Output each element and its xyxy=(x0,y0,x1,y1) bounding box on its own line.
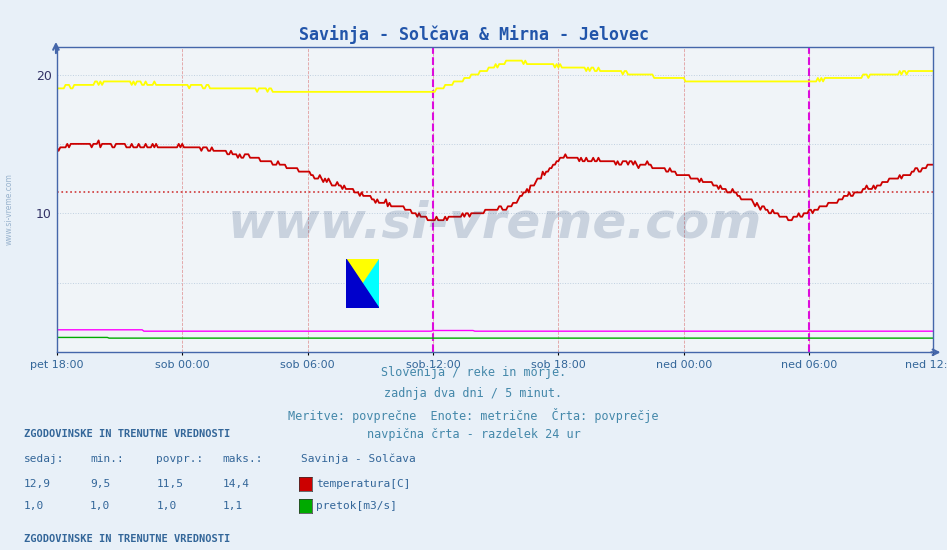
Text: 14,4: 14,4 xyxy=(223,478,250,489)
Text: Savinja - Solčava & Mirna - Jelovec: Savinja - Solčava & Mirna - Jelovec xyxy=(298,25,649,44)
Text: www.si-vreme.com: www.si-vreme.com xyxy=(227,200,762,248)
Text: temperatura[C]: temperatura[C] xyxy=(316,478,411,489)
Text: zadnja dva dni / 5 minut.: zadnja dva dni / 5 minut. xyxy=(384,387,563,400)
Text: www.si-vreme.com: www.si-vreme.com xyxy=(5,173,14,245)
Text: ZGODOVINSKE IN TRENUTNE VREDNOSTI: ZGODOVINSKE IN TRENUTNE VREDNOSTI xyxy=(24,534,230,544)
Text: ZGODOVINSKE IN TRENUTNE VREDNOSTI: ZGODOVINSKE IN TRENUTNE VREDNOSTI xyxy=(24,429,230,439)
Text: 1,0: 1,0 xyxy=(156,500,176,511)
Polygon shape xyxy=(346,258,379,308)
Text: pretok[m3/s]: pretok[m3/s] xyxy=(316,500,398,511)
Text: Savinja - Solčava: Savinja - Solčava xyxy=(301,454,416,464)
Text: 12,9: 12,9 xyxy=(24,478,51,489)
Polygon shape xyxy=(346,258,379,308)
Text: 9,5: 9,5 xyxy=(90,478,110,489)
Text: 1,0: 1,0 xyxy=(90,500,110,511)
Text: Slovenija / reke in morje.: Slovenija / reke in morje. xyxy=(381,366,566,379)
Text: Meritve: povprečne  Enote: metrične  Črta: povprečje: Meritve: povprečne Enote: metrične Črta:… xyxy=(288,408,659,422)
Text: maks.:: maks.: xyxy=(223,454,263,464)
Text: 1,1: 1,1 xyxy=(223,500,242,511)
Text: navpična črta - razdelek 24 ur: navpična črta - razdelek 24 ur xyxy=(366,428,581,442)
Text: min.:: min.: xyxy=(90,454,124,464)
Text: 11,5: 11,5 xyxy=(156,478,184,489)
Text: 1,0: 1,0 xyxy=(24,500,44,511)
Text: povpr.:: povpr.: xyxy=(156,454,204,464)
Text: sedaj:: sedaj: xyxy=(24,454,64,464)
